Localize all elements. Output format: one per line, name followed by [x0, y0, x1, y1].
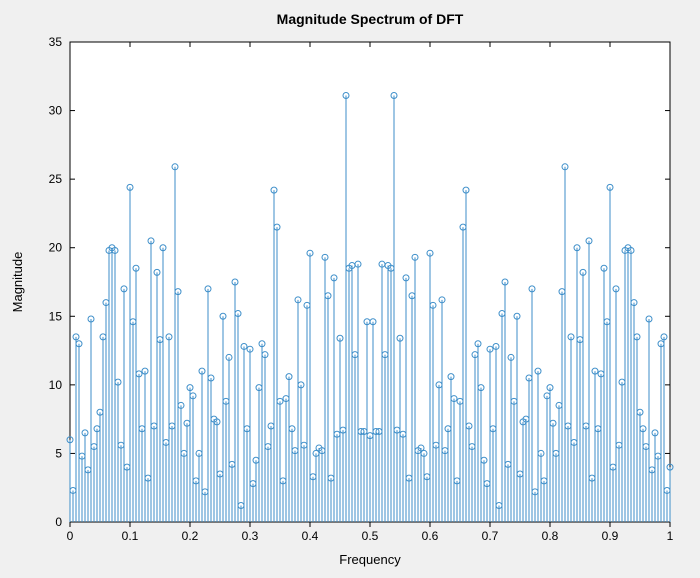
x-tick-label: 0.8 [542, 529, 559, 543]
y-tick-label: 0 [55, 515, 62, 529]
y-tick-label: 25 [49, 172, 63, 186]
chart-container: 00.10.20.30.40.50.60.70.80.9105101520253… [0, 0, 700, 578]
x-axis-label: Frequency [339, 552, 401, 567]
y-axis-label: Magnitude [10, 252, 25, 313]
x-tick-label: 0.2 [182, 529, 199, 543]
x-tick-label: 0.3 [242, 529, 259, 543]
x-tick-label: 0 [67, 529, 74, 543]
y-tick-label: 30 [49, 104, 63, 118]
y-tick-label: 5 [55, 446, 62, 460]
y-tick-label: 35 [49, 35, 63, 49]
chart-title: Magnitude Spectrum of DFT [277, 11, 464, 27]
x-tick-label: 0.6 [422, 529, 439, 543]
x-tick-label: 0.7 [482, 529, 499, 543]
x-tick-label: 0.1 [122, 529, 139, 543]
x-tick-label: 0.9 [602, 529, 619, 543]
x-tick-label: 0.5 [362, 529, 379, 543]
stem-chart: 00.10.20.30.40.50.60.70.80.9105101520253… [0, 0, 700, 578]
y-tick-label: 15 [49, 309, 63, 323]
y-tick-label: 10 [49, 378, 63, 392]
x-tick-label: 0.4 [302, 529, 319, 543]
x-tick-label: 1 [667, 529, 674, 543]
y-tick-label: 20 [49, 241, 63, 255]
